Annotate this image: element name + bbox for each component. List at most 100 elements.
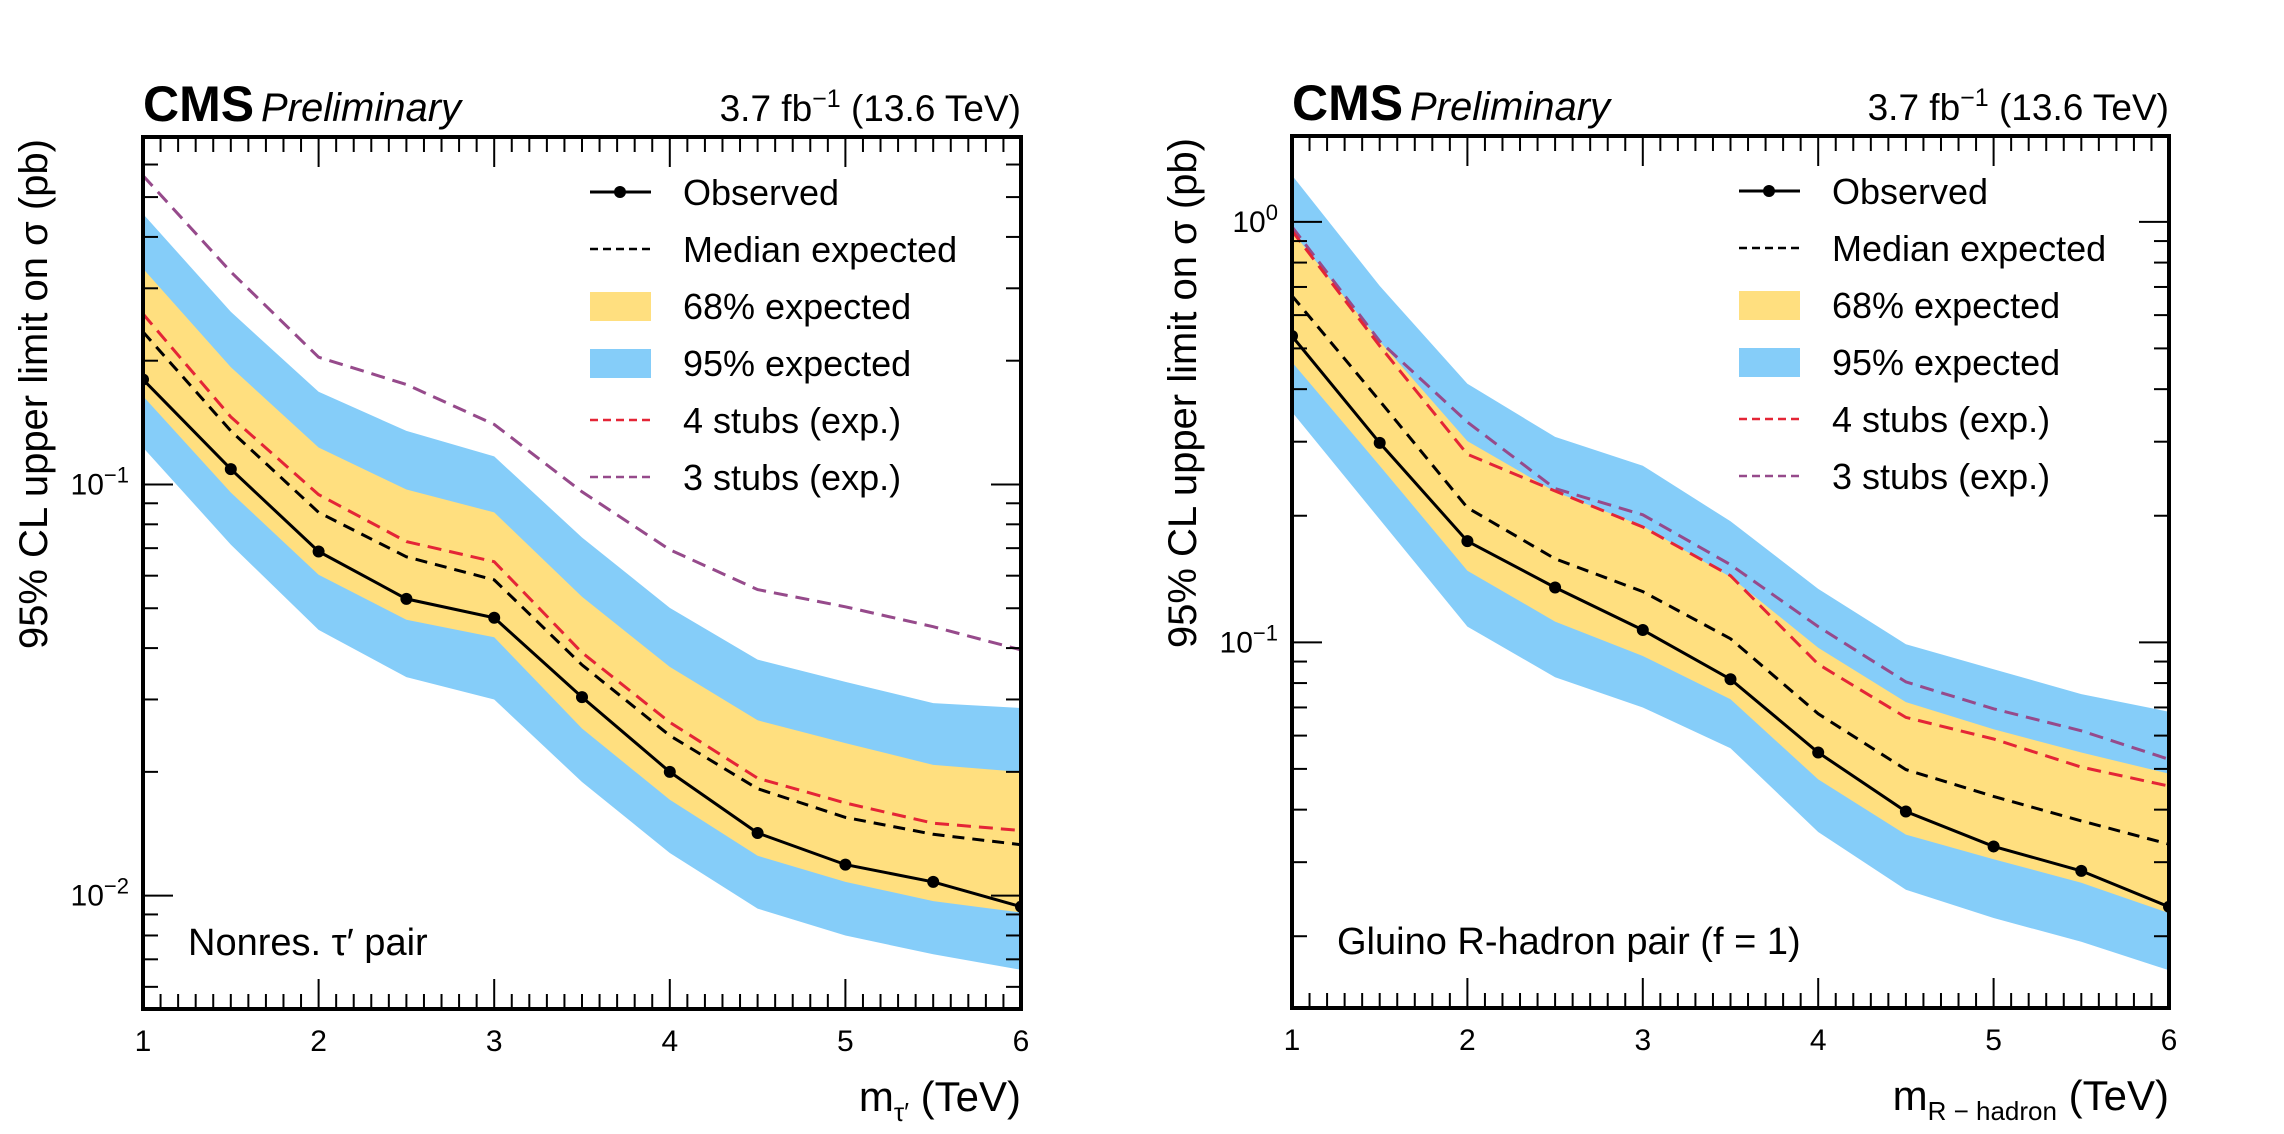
band-68-expected — [143, 268, 1021, 913]
line-median-expected — [143, 330, 1021, 847]
observed-point — [400, 592, 413, 605]
legend-item-band68: 68% expected — [1739, 285, 2060, 326]
x-tick-label: 1 — [1284, 1024, 1301, 1057]
y-axis-label: 95% CL upper limit on σ (pb) — [12, 139, 56, 649]
x-label-symbol: m — [859, 1073, 894, 1120]
legend-label: Median expected — [1832, 228, 2106, 269]
y-tick-base: 10 — [71, 880, 104, 913]
y-tick-label: 100 — [1232, 200, 1278, 239]
x-label-subscript: R − hadron — [1928, 1096, 2057, 1126]
observed-point — [1899, 805, 1912, 818]
legend-item-stubs4: 4 stubs (exp.) — [590, 400, 901, 441]
legend-band95-swatch — [1739, 348, 1800, 377]
y-tick-exponent: −2 — [104, 874, 129, 899]
x-tick-label: 2 — [310, 1025, 327, 1058]
x-tick-label: 4 — [661, 1025, 678, 1058]
legend-label: 68% expected — [683, 286, 911, 327]
x-tick-label: 2 — [1459, 1024, 1476, 1057]
legend-label: 68% expected — [1832, 285, 2060, 326]
lumi-value: 3.7 fb — [1868, 87, 1961, 128]
y-tick-base: 10 — [71, 468, 104, 501]
legend-item-band95: 95% expected — [590, 343, 911, 384]
x-label-subscript: τ′ — [894, 1097, 909, 1127]
process-label: Gluino R-hadron pair (f = 1) — [1337, 921, 1801, 963]
x-tick-label: 3 — [1634, 1024, 1651, 1057]
y-tick-label: 10−1 — [71, 462, 129, 501]
observed-point — [576, 691, 588, 704]
y-axis-label: 95% CL upper limit on σ (pb) — [1161, 138, 1205, 648]
line-median-expected — [1292, 294, 2169, 846]
x-axis-label: mR − hadron (TeV) — [1893, 1072, 2169, 1126]
y-tick-label: 10−1 — [1220, 620, 1278, 659]
legend-label: 3 stubs (exp.) — [683, 457, 901, 498]
legend-band95-swatch — [590, 349, 651, 378]
legend-item-stubs3: 3 stubs (exp.) — [1739, 456, 2050, 497]
lumi-exponent: −1 — [1960, 84, 1989, 112]
energy-value — [1989, 87, 1999, 128]
observed-point — [1373, 436, 1386, 449]
x-axis-label: mτ′ (TeV) — [859, 1073, 1021, 1127]
observed-point — [488, 611, 501, 624]
observed-point — [927, 875, 940, 888]
observed-point — [312, 545, 325, 558]
legend-label: 3 stubs (exp.) — [1832, 456, 2050, 497]
x-label-unit: (TeV) — [2069, 1072, 2169, 1119]
lumi-exponent: −1 — [812, 85, 841, 113]
legend-label: Observed — [1832, 171, 1988, 212]
legend-label: 95% expected — [683, 343, 911, 384]
line-4-stubs-expected — [1292, 229, 2169, 788]
energy-text: (13.6 TeV) — [851, 88, 1021, 129]
legend-label: 4 stubs (exp.) — [683, 400, 901, 441]
line-3-stubs-expected — [143, 174, 1021, 652]
cms-label: CMS — [143, 76, 254, 132]
x-label-space — [909, 1073, 921, 1120]
legend-item-median: Median expected — [1739, 228, 2106, 269]
band-68-expected — [1292, 231, 2169, 914]
line-3-stubs-expected — [1292, 225, 2169, 761]
process-label: Nonres. τ′ pair — [188, 922, 428, 964]
legend-band68-swatch — [590, 292, 651, 321]
x-tick-label: 3 — [486, 1025, 503, 1058]
x-tick-label: 4 — [1810, 1024, 1827, 1057]
luminosity-label: 3.7 fb−1 (13.6 TeV) — [1868, 84, 2169, 128]
y-tick-label: 10−2 — [71, 874, 129, 913]
lumi-value: 3.7 fb — [720, 88, 813, 129]
y-tick-base: 10 — [1232, 206, 1265, 239]
cms-label: CMS — [1292, 75, 1403, 131]
legend-observed-marker — [1763, 185, 1775, 197]
luminosity-label: 3.7 fb−1 (13.6 TeV) — [720, 85, 1021, 129]
energy-value — [841, 88, 851, 129]
x-tick-label: 6 — [2161, 1024, 2178, 1057]
line-4-stubs-expected — [143, 312, 1021, 832]
plot-area — [1292, 175, 2169, 971]
x-tick-label: 6 — [1013, 1025, 1030, 1058]
x-tick-label: 5 — [1985, 1024, 2002, 1057]
x-label-unit: (TeV) — [921, 1073, 1021, 1120]
y-tick-base: 10 — [1220, 626, 1253, 659]
observed-point — [839, 858, 852, 871]
observed-point — [751, 827, 764, 840]
observed-point — [1636, 623, 1649, 636]
plot-area — [143, 174, 1021, 970]
x-tick-label: 5 — [837, 1025, 854, 1058]
legend-item-observed: Observed — [590, 172, 839, 213]
legend-label: 95% expected — [1832, 342, 2060, 383]
y-tick-exponent: −1 — [1253, 620, 1278, 645]
y-tick-exponent: 0 — [1266, 200, 1278, 225]
observed-point — [1461, 535, 1474, 548]
observed-point — [224, 463, 237, 476]
x-tick-label: 1 — [135, 1025, 152, 1058]
energy-text: (13.6 TeV) — [1999, 87, 2169, 128]
preliminary-label: Preliminary — [1410, 85, 1613, 129]
observed-point — [663, 765, 676, 778]
legend-item-band68: 68% expected — [590, 286, 911, 327]
observed-point — [1549, 581, 1562, 594]
legend-item-band95: 95% expected — [1739, 342, 2060, 383]
preliminary-label: Preliminary — [261, 86, 464, 130]
legend-label: Observed — [683, 172, 839, 213]
legend-item-median: Median expected — [590, 229, 957, 270]
legend-label: Median expected — [683, 229, 957, 270]
